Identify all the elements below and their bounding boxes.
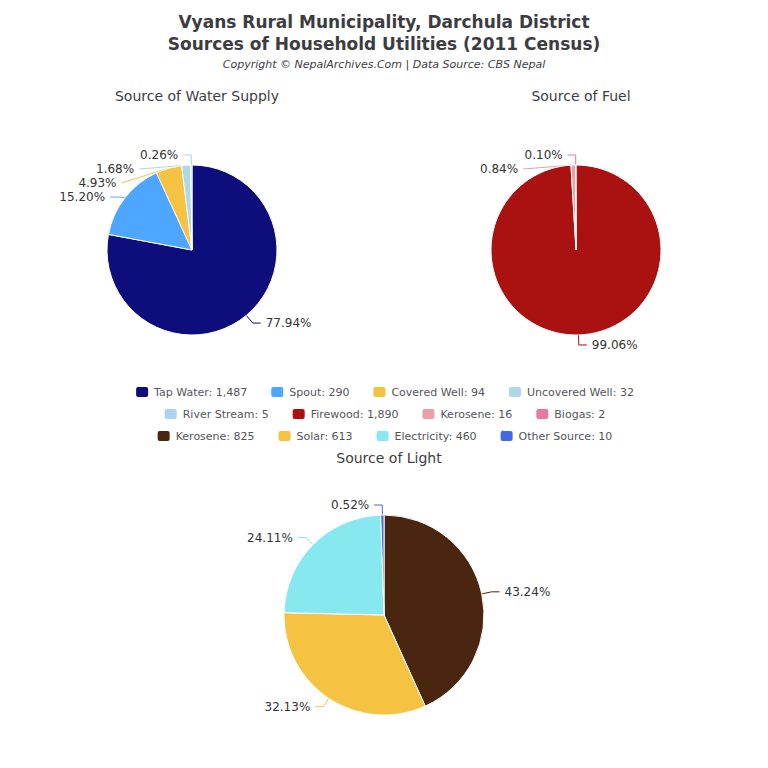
svg-text:Vyans Rural Municipality, Darc: Vyans Rural Municipality, Darchula Distr… [178,12,589,32]
svg-text:River Stream: 5: River Stream: 5 [183,408,269,421]
svg-text:0.52%: 0.52% [331,498,369,512]
svg-text:0.10%: 0.10% [525,148,563,162]
svg-text:1.68%: 1.68% [96,162,134,176]
svg-text:43.24%: 43.24% [505,585,551,599]
svg-text:99.06%: 99.06% [592,338,638,352]
svg-text:0.26%: 0.26% [140,148,178,162]
svg-text:Other Source: 10: Other Source: 10 [519,430,613,443]
svg-text:Kerosene: 16: Kerosene: 16 [440,408,512,421]
svg-text:Source of Light: Source of Light [336,450,442,466]
svg-text:Source of Water Supply: Source of Water Supply [115,88,279,104]
svg-text:15.20%: 15.20% [59,190,105,204]
svg-text:Solar: 613: Solar: 613 [297,430,353,443]
svg-text:Copyright © NepalArchives.Com: Copyright © NepalArchives.Com | Data Sou… [223,58,545,71]
svg-text:32.13%: 32.13% [265,700,311,714]
svg-text:Electricity: 460: Electricity: 460 [395,430,477,443]
svg-text:4.93%: 4.93% [78,176,116,190]
svg-text:77.94%: 77.94% [266,316,312,330]
svg-text:Kerosene: 825: Kerosene: 825 [176,430,255,443]
svg-text:0.84%: 0.84% [480,162,518,176]
svg-text:Firewood: 1,890: Firewood: 1,890 [311,408,399,421]
svg-text:Source of Fuel: Source of Fuel [531,88,630,104]
svg-text:24.11%: 24.11% [247,531,293,545]
svg-text:Uncovered Well: 32: Uncovered Well: 32 [527,386,634,399]
svg-text:Sources of Household Utilities: Sources of Household Utilities (2011 Cen… [168,34,601,54]
svg-text:Tap Water: 1,487: Tap Water: 1,487 [153,386,247,399]
svg-text:Biogas: 2: Biogas: 2 [554,408,605,421]
svg-text:Covered Well: 94: Covered Well: 94 [391,386,485,399]
svg-text:Spout: 290: Spout: 290 [289,386,349,399]
